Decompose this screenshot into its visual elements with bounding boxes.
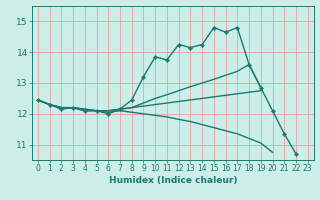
X-axis label: Humidex (Indice chaleur): Humidex (Indice chaleur) [108,176,237,185]
